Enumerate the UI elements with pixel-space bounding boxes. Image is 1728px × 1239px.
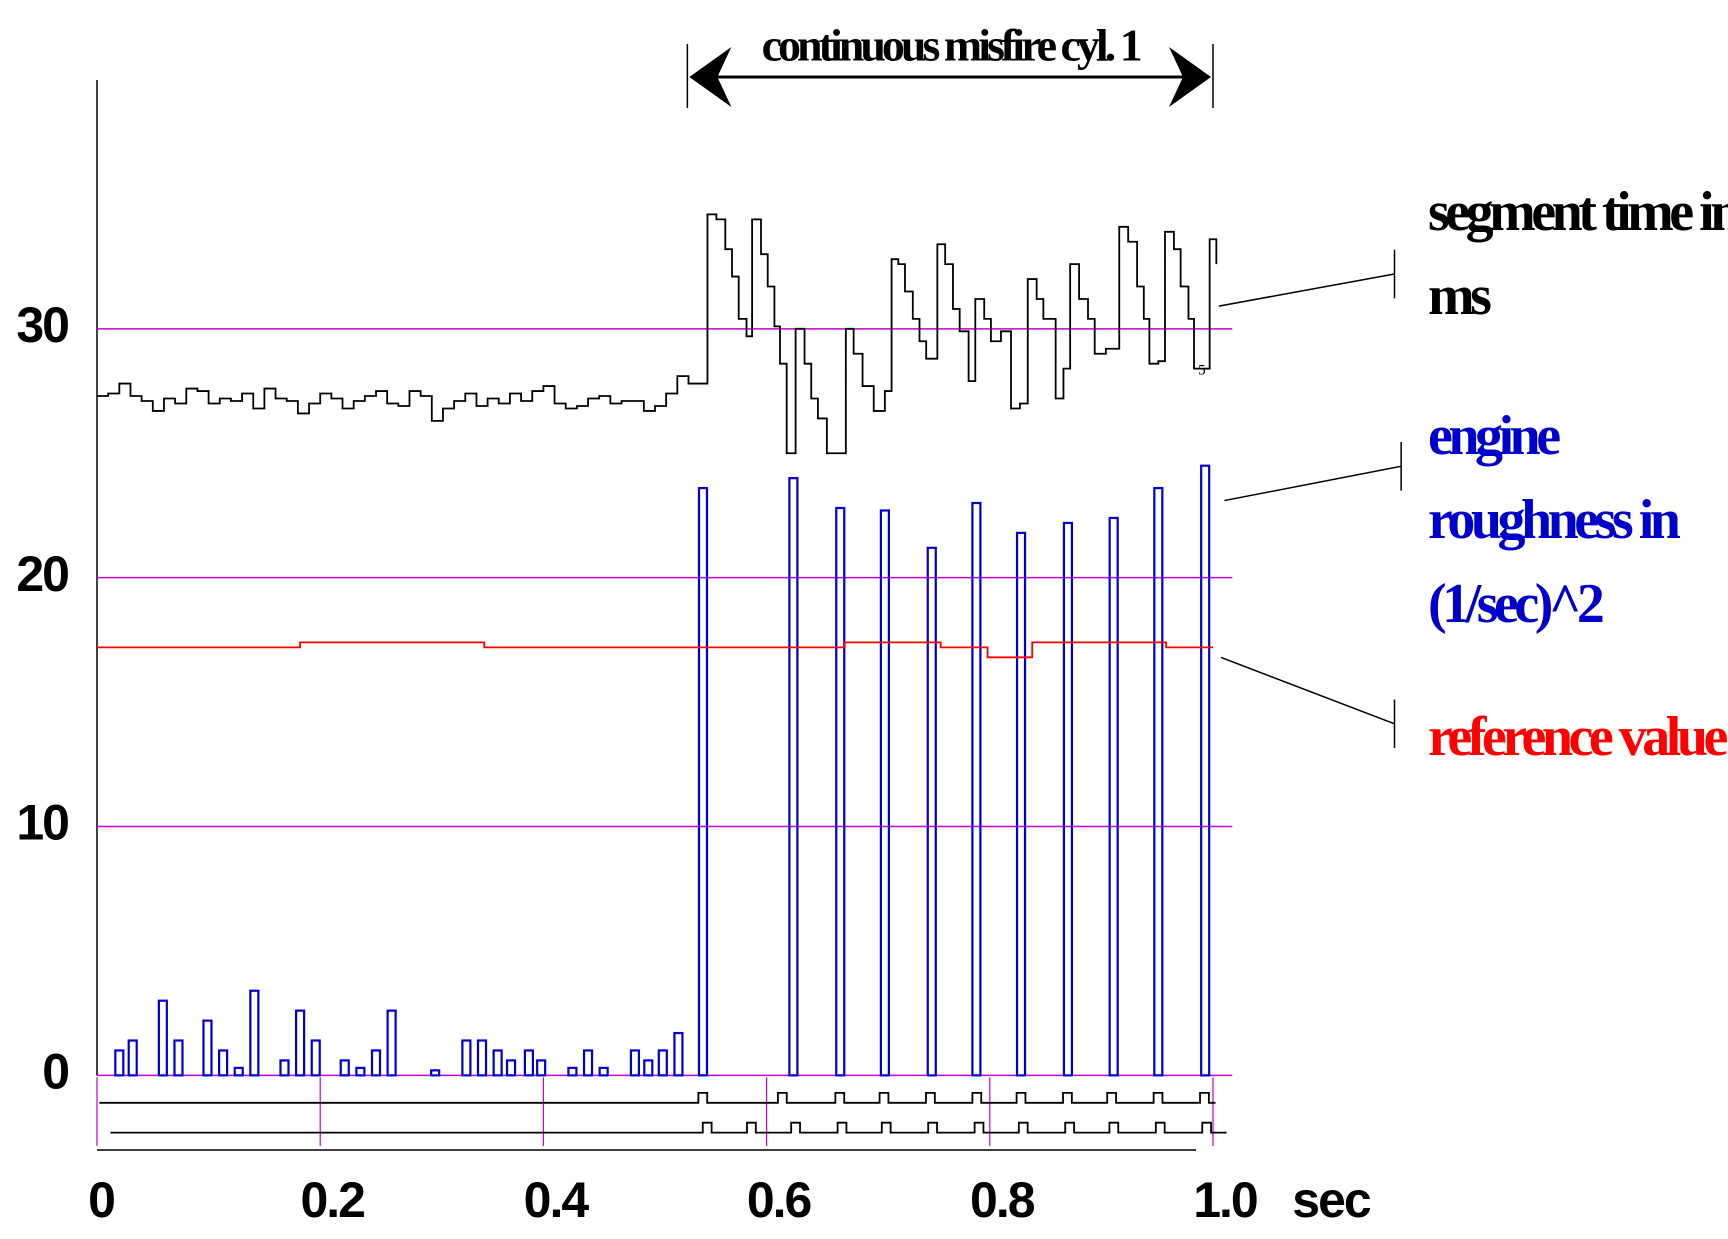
bar xyxy=(430,1069,441,1077)
bar xyxy=(582,1049,594,1077)
bar xyxy=(218,1049,229,1077)
x-tick-label: 0 xyxy=(88,1172,114,1228)
bar xyxy=(492,1049,503,1077)
bar xyxy=(114,1049,125,1077)
bar xyxy=(1200,464,1211,1077)
bar xyxy=(971,501,982,1077)
bar xyxy=(835,506,846,1077)
bar xyxy=(249,989,260,1077)
x-tick-label: 0.8 xyxy=(970,1172,1035,1228)
bar xyxy=(598,1066,609,1077)
bar xyxy=(355,1066,366,1077)
bar xyxy=(643,1059,654,1077)
y-tick-label: 0 xyxy=(42,1044,68,1100)
bar xyxy=(202,1019,213,1077)
step-line xyxy=(97,213,1218,455)
bar xyxy=(461,1039,472,1077)
bar xyxy=(536,1059,547,1077)
arrow-head xyxy=(1169,47,1211,107)
x-tick-label: 0.6 xyxy=(747,1172,811,1228)
bar xyxy=(295,1009,306,1077)
bar xyxy=(339,1059,350,1077)
leader-line xyxy=(1218,273,1395,307)
arrow-head xyxy=(689,47,732,107)
legend-entry: reference value xyxy=(1428,706,1728,768)
bar xyxy=(1062,521,1074,1077)
y-tick-label: 30 xyxy=(16,297,68,353)
bar xyxy=(233,1066,244,1077)
y-tick-label: 10 xyxy=(16,795,68,851)
bar xyxy=(879,509,890,1077)
bar xyxy=(697,486,709,1077)
bar xyxy=(310,1039,321,1077)
signal-trace xyxy=(110,1121,1227,1134)
bar xyxy=(173,1039,184,1077)
x-tick-label: 1.0 xyxy=(1193,1172,1257,1228)
legend-entry: engine roughness in (1/sec)^2 xyxy=(1428,405,1681,635)
bar xyxy=(926,546,937,1077)
bar xyxy=(127,1039,138,1077)
leader-line xyxy=(1220,656,1395,725)
x-tick-label: 0.4 xyxy=(524,1172,590,1228)
y-tick-label: 20 xyxy=(16,546,68,602)
bar xyxy=(567,1066,578,1077)
bar xyxy=(657,1049,668,1077)
bar xyxy=(1108,516,1119,1077)
bar xyxy=(386,1009,397,1077)
x-axis-label: sec xyxy=(1292,1172,1371,1228)
bar xyxy=(673,1031,684,1077)
bar xyxy=(1153,486,1164,1077)
bar xyxy=(157,999,168,1077)
leader-line xyxy=(1224,465,1402,502)
annotation: continuous misfire cyl. 1 xyxy=(762,20,1141,71)
x-tick-label: 0.2 xyxy=(300,1172,364,1228)
step-line xyxy=(97,641,1213,659)
bar xyxy=(476,1039,488,1077)
bar xyxy=(523,1049,534,1077)
bar xyxy=(505,1059,517,1077)
bar xyxy=(370,1049,382,1077)
bar xyxy=(629,1049,641,1077)
bar xyxy=(1015,531,1027,1077)
signal-trace xyxy=(99,1091,1216,1104)
bar xyxy=(788,477,799,1077)
legend-entry: segment time in ms xyxy=(1428,181,1728,327)
bar xyxy=(279,1059,290,1077)
annotation: 5 xyxy=(1198,363,1206,379)
